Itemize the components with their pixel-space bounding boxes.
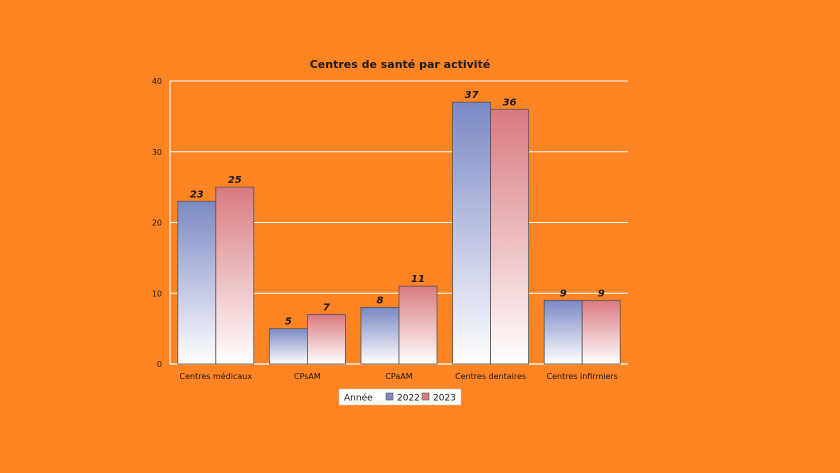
x-tick-label: CPaAM (385, 372, 412, 381)
bar-2023 (581, 299, 621, 365)
data-label: 8 (377, 295, 384, 306)
bars: 23 25 5 7 8 11 37 36 9 9 (177, 90, 621, 365)
legend: Année 2022 2023 (338, 388, 462, 406)
y-tick-label: 0 (157, 360, 162, 369)
bar-2023 (306, 314, 346, 365)
legend-title: Année (344, 393, 373, 404)
data-label: 37 (465, 90, 479, 101)
x-axis: Centres médicaux CPsAM CPaAM Centres dentai… (180, 371, 618, 381)
data-label: 9 (598, 288, 605, 299)
data-label: 5 (285, 317, 292, 328)
legend-entry: 2023 (433, 394, 456, 404)
chart-title: Centres de santé par activité (310, 58, 491, 71)
data-label: 11 (411, 274, 425, 285)
y-tick-label: 30 (152, 148, 162, 157)
legend-box (338, 388, 462, 406)
y-axis: 0 10 20 30 40 (152, 77, 171, 369)
bar-2022 (268, 328, 308, 365)
y-tick-label: 10 (152, 289, 162, 298)
legend-entry: 2022 (397, 394, 420, 404)
x-tick-label: Centres médicaux (180, 371, 253, 381)
data-label: 9 (560, 288, 567, 299)
data-label: 25 (228, 175, 242, 186)
x-tick-label: CPsAM (294, 372, 321, 381)
y-tick-label: 40 (152, 77, 162, 86)
x-tick-label: Centres infirmiers (547, 372, 618, 381)
legend-swatch (421, 392, 430, 401)
data-label: 7 (323, 302, 330, 313)
bar-2022 (452, 101, 492, 365)
bar-2022 (177, 200, 217, 365)
bar-2023 (398, 285, 438, 365)
bar-2023 (215, 186, 255, 365)
bar-2023 (490, 108, 530, 365)
data-label: 36 (503, 97, 517, 108)
data-label: 23 (190, 189, 204, 200)
bar-2022 (543, 299, 583, 365)
y-tick-label: 20 (152, 219, 162, 228)
bar-2022 (360, 306, 400, 365)
legend-swatch (385, 392, 394, 401)
x-tick-label: Centres dentaires (455, 372, 526, 381)
